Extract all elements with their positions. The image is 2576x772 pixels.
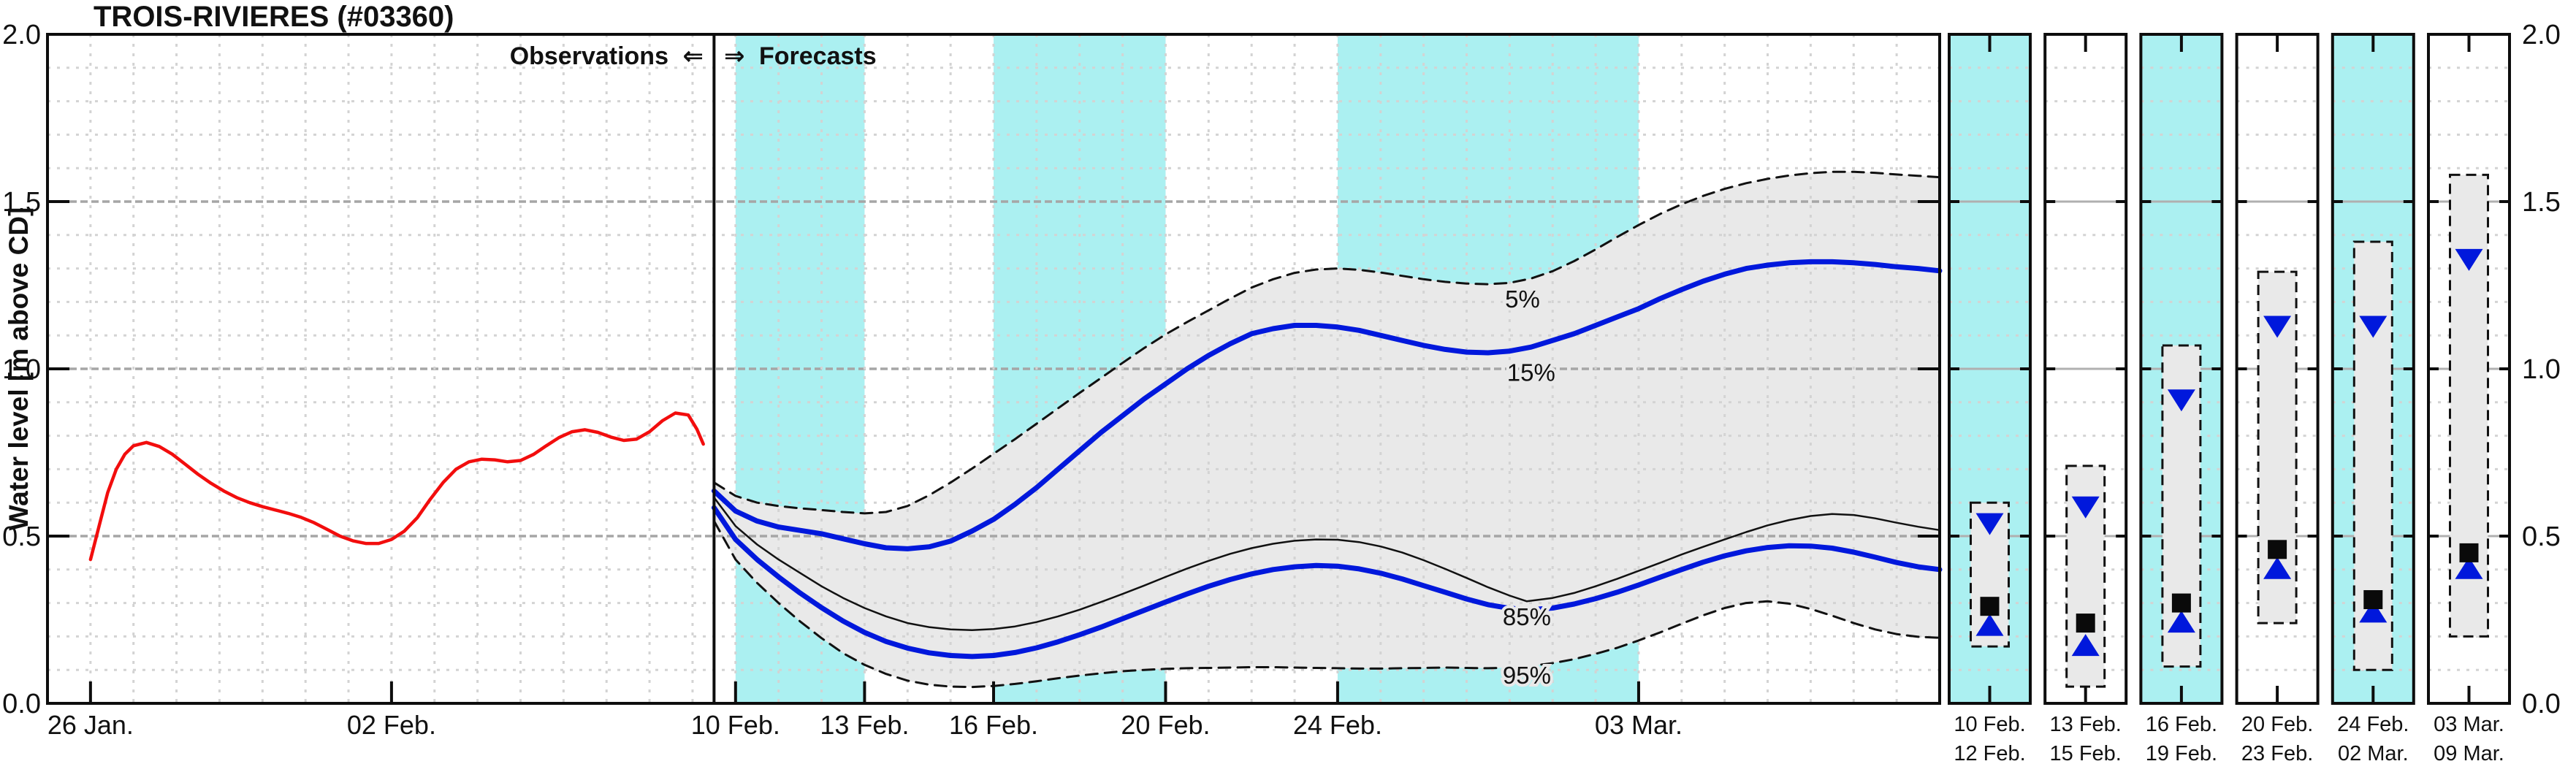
forecast-15pct-line xyxy=(711,259,1943,551)
triangle-down-marker xyxy=(1975,513,2004,535)
panel-end-date: 23 Feb. xyxy=(2241,742,2313,765)
right-double-arrow-icon: ⇒ xyxy=(724,42,745,70)
triangle-down-marker xyxy=(2359,316,2388,338)
summary-panel-4 xyxy=(2331,33,2415,705)
x-tick-label: 02 Feb. xyxy=(347,710,436,740)
square-marker xyxy=(2268,540,2287,559)
summary-panel-2 xyxy=(2139,33,2224,705)
square-marker xyxy=(2171,593,2191,613)
x-tick-label: 03 Mar. xyxy=(1595,710,1683,740)
forecast-5pct-line xyxy=(712,170,1941,515)
forecast-95pct-line xyxy=(712,519,1941,689)
forecast-envelope xyxy=(714,172,1940,687)
y-tick-label-left: 0.5 xyxy=(2,521,41,552)
chart-layers xyxy=(46,33,2511,705)
triangle-up-marker xyxy=(2455,557,2483,579)
chart-overlays: 5% 15% 85% 95% 26 Jan. 02 Feb. 10 Feb. 13 Feb. 1… xyxy=(2,20,2561,765)
triangle-down-marker xyxy=(2263,316,2292,338)
panel-start-date: 24 Feb. xyxy=(2337,713,2409,736)
y-tick-label-right: 0.5 xyxy=(2522,521,2561,552)
x-tick-label: 26 Jan. xyxy=(47,710,134,740)
triangle-up-marker xyxy=(2359,600,2388,623)
observed-line xyxy=(88,411,705,562)
panel-end-date: 19 Feb. xyxy=(2146,742,2217,765)
summary-panel-3 xyxy=(2235,33,2320,705)
panel-end-date: 15 Feb. xyxy=(2050,742,2122,765)
summary-panel-5 xyxy=(2427,33,2511,705)
y-tick-label-right: 0.0 xyxy=(2522,689,2561,719)
y-tick-label-left: 1.5 xyxy=(2,187,41,218)
triangle-up-marker xyxy=(1975,614,2004,636)
summary-panel-1 xyxy=(2043,33,2128,705)
panel-range-box xyxy=(2352,240,2393,671)
panel-end-date: 09 Mar. xyxy=(2434,742,2504,765)
y-tick-label-left: 2.0 xyxy=(2,20,41,50)
x-tick-label: 13 Feb. xyxy=(820,710,909,740)
y-tick-label-right: 1.0 xyxy=(2522,354,2561,385)
x-tick-label: 24 Feb. xyxy=(1293,710,1382,740)
square-marker xyxy=(2363,590,2383,610)
chart-title: TROIS-RIVIERES (#03360) xyxy=(94,1,454,33)
grid xyxy=(46,34,1941,703)
triangle-down-marker xyxy=(2167,389,2195,412)
y-tick-label-left: 0.0 xyxy=(2,689,41,719)
panel-start-date: 13 Feb. xyxy=(2050,713,2122,736)
panel-start-date: 16 Feb. xyxy=(2146,713,2217,736)
square-marker xyxy=(2459,543,2479,562)
triangle-up-marker xyxy=(2167,611,2195,633)
square-marker xyxy=(2076,614,2095,633)
x-tick-label: 10 Feb. xyxy=(691,710,780,740)
percentile-label-15pct: 15% xyxy=(1507,359,1555,386)
panel-end-date: 12 Feb. xyxy=(1954,742,2025,765)
square-marker xyxy=(1980,597,2000,616)
triangle-up-marker xyxy=(2263,557,2292,579)
panel-start-date: 03 Mar. xyxy=(2434,713,2504,736)
forecast-median-line xyxy=(713,497,1941,631)
x-tick-label: 16 Feb. xyxy=(949,710,1038,740)
summary-panel-0 xyxy=(1948,33,2032,705)
forecasts-label: Forecasts xyxy=(759,42,877,70)
observations-label: Observations xyxy=(510,42,668,70)
percentile-label-85pct: 85% xyxy=(1503,603,1551,630)
percentile-label-95pct: 95% xyxy=(1503,662,1551,689)
triangle-down-marker xyxy=(2071,496,2100,519)
y-tick-label-right: 1.5 xyxy=(2522,187,2561,218)
y-tick-label-left: 1.0 xyxy=(2,354,41,385)
panel-start-date: 20 Feb. xyxy=(2241,713,2313,736)
triangle-down-marker xyxy=(2455,248,2483,271)
panel-start-date: 10 Feb. xyxy=(1954,713,2025,736)
y-tick-label-right: 2.0 xyxy=(2522,20,2561,50)
triangle-up-marker xyxy=(2071,634,2100,657)
x-tick-label: 20 Feb. xyxy=(1121,710,1210,740)
left-double-arrow-icon: ⇐ xyxy=(683,42,704,70)
forecast-85pct-line xyxy=(711,505,1943,660)
percentile-label-5pct: 5% xyxy=(1505,286,1540,313)
y-axis-title: Water level [m above CD] xyxy=(4,207,34,531)
panel-end-date: 02 Mar. xyxy=(2338,742,2409,765)
